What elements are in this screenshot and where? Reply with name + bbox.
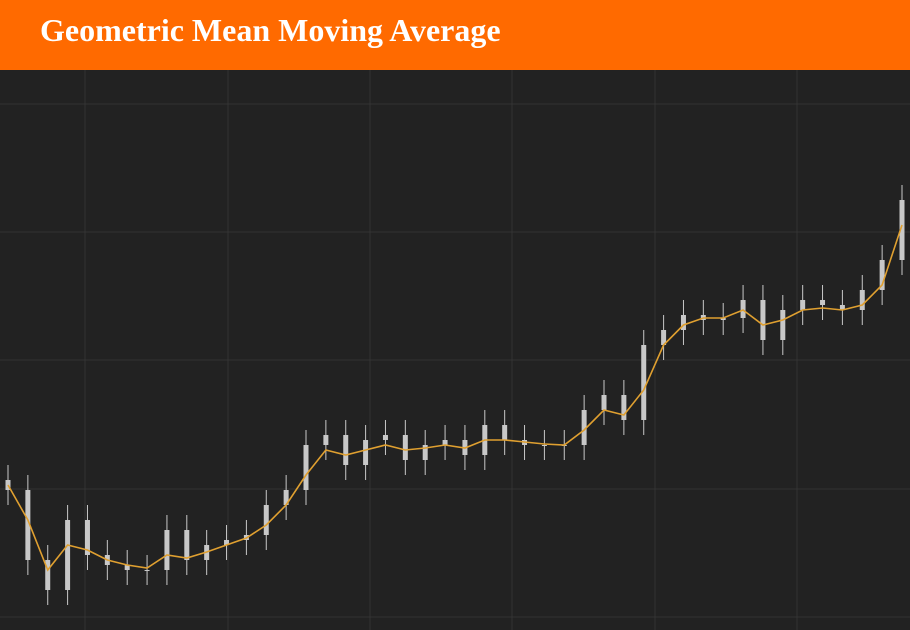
candle-body	[363, 440, 369, 465]
candle-body	[641, 345, 647, 420]
candle-body	[382, 435, 388, 440]
header: Geometric Mean Moving Average	[0, 0, 910, 70]
candle-body	[879, 260, 885, 290]
candle-body	[323, 435, 329, 445]
candle-body	[45, 560, 51, 590]
candle-body	[402, 435, 408, 460]
candle-body	[343, 435, 349, 465]
candle-body	[263, 505, 269, 535]
candle-body	[800, 300, 806, 310]
moving-average-line	[7, 224, 903, 572]
candle-body	[820, 300, 826, 305]
candle-body	[184, 530, 190, 560]
candle-body	[780, 310, 786, 340]
candle-body	[581, 410, 587, 445]
chart-title: Geometric Mean Moving Average	[40, 12, 501, 48]
candle-body	[164, 530, 170, 570]
candle-body	[601, 395, 607, 410]
candle-body	[124, 565, 130, 570]
candle-body	[760, 300, 766, 340]
candle-body	[541, 445, 547, 446]
candle-body	[84, 520, 90, 555]
candle-body	[65, 520, 71, 590]
grid	[0, 70, 910, 630]
candle-body	[144, 570, 150, 571]
candle-body	[502, 425, 508, 440]
candle-body	[899, 200, 905, 260]
candle-body	[283, 490, 289, 505]
candle-body	[422, 445, 428, 460]
candle-body	[25, 490, 31, 560]
candle-body	[839, 305, 845, 310]
candle-body	[859, 290, 865, 310]
candle-body	[303, 445, 309, 490]
candle-body	[740, 300, 746, 318]
candle-body	[224, 540, 230, 545]
candle-body	[680, 315, 686, 330]
chart	[0, 70, 910, 630]
candle-body	[442, 440, 448, 445]
candle-body	[661, 330, 667, 345]
candle-body	[621, 395, 627, 420]
candle-body	[720, 318, 726, 320]
